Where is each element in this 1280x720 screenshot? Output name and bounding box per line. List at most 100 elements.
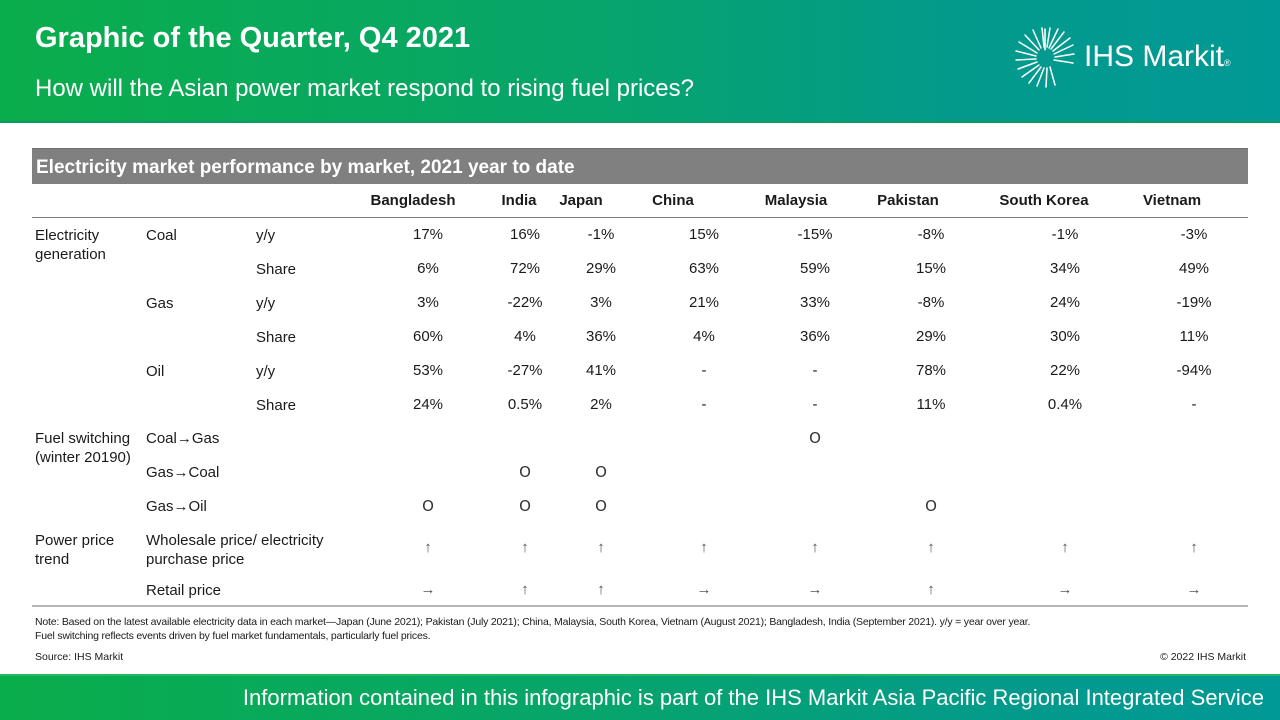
table-title: Electricity market performance by market… [32, 148, 1248, 184]
footnote-line: Note: Based on the latest available elec… [35, 616, 1031, 628]
switch-label-gas-coal: Gas→Coal [146, 464, 220, 481]
coal-share-cell: 49% [1178, 260, 1210, 277]
footnote: Note: Based on the latest available elec… [35, 615, 1030, 643]
header-band: Graphic of the Quarter, Q4 2021 How will… [0, 0, 1280, 123]
coal-yy-cell: -8% [917, 226, 945, 243]
oil-share-cell: - [1191, 396, 1197, 413]
section-label-line: trend [35, 551, 70, 568]
column-header-vietnam: Vietnam [1142, 192, 1202, 209]
gas-yy-cell: -19% [1176, 294, 1212, 311]
section-label-fuel-switching: Fuel switching (winter 20190) [35, 429, 131, 467]
wholesale-trend-cell: ↑ [700, 539, 708, 556]
switch-gas-oil-cell: O [595, 497, 607, 515]
switch-coal-gas-cell: O [809, 429, 821, 447]
oil-share-cell: - [812, 396, 818, 413]
wholesale-trend-cell: ↑ [1061, 539, 1069, 556]
coal-yy-cell: -3% [1180, 226, 1208, 243]
gas-yy-cell: 3% [417, 294, 439, 311]
coal-yy-cell: 15% [688, 226, 720, 243]
fuel-label-coal: Coal [146, 227, 177, 244]
gas-yy-cell: 3% [590, 294, 612, 311]
metric-label-share: Share [256, 397, 297, 414]
metric-label-yy: y/y [256, 295, 276, 312]
coal-share-cell: 15% [915, 260, 947, 277]
section-label-line: Fuel switching [35, 430, 131, 447]
wholesale-trend-cell: ↑ [811, 539, 819, 556]
coal-yy-cell: 17% [412, 226, 444, 243]
oil-yy-cell: -27% [507, 362, 543, 379]
wholesale-trend-cell: ↑ [1190, 539, 1198, 556]
switch-gas-oil-cell: O [519, 497, 531, 515]
gas-share-cell: 29% [915, 328, 947, 345]
retail-trend-cell: → [807, 581, 823, 598]
footnote-line: Fuel switching reflects events driven by… [35, 630, 431, 642]
price-label-retail: Retail price [146, 582, 222, 599]
wholesale-trend-cell: ↑ [424, 539, 432, 556]
footer-banner-text: Information contained in this infographi… [242, 685, 1264, 710]
section-label-generation: Electricity generation [35, 226, 106, 264]
section-label-line: generation [35, 246, 106, 263]
oil-share-cell: 2% [590, 396, 612, 413]
oil-share-cell: 11% [916, 396, 946, 413]
section-label-line: Power price [35, 532, 115, 549]
switch-label-gas-oil: Gas→Oil [146, 498, 207, 515]
column-header-china: China [652, 192, 694, 209]
column-header-japan: Japan [559, 192, 603, 209]
wholesale-trend-cell: ↑ [597, 539, 605, 556]
gas-share-cell: 30% [1049, 328, 1081, 345]
price-label-line: Wholesale price/ electricity [146, 532, 324, 549]
coal-share-cell: 34% [1049, 260, 1081, 277]
coal-share-cell: 63% [688, 260, 720, 277]
metric-label-yy: y/y [256, 227, 276, 244]
gas-yy-cell: -8% [917, 294, 945, 311]
coal-share-cell: 59% [799, 260, 831, 277]
column-header-south-korea: South Korea [999, 192, 1089, 209]
section-label-price-trend: Power price trend [35, 531, 114, 569]
oil-yy-cell: 41% [585, 362, 617, 379]
source-text: Source: IHS Markit [35, 651, 124, 663]
switch-label-coal-gas: Coal→Gas [146, 430, 220, 447]
coal-yy-cell: 16% [509, 226, 541, 243]
page-title: Graphic of the Quarter, Q4 2021 [35, 22, 471, 54]
gas-yy-cell: 33% [799, 294, 831, 311]
price-label-line: purchase price [146, 551, 245, 568]
oil-share-cell: 0.4% [1047, 396, 1083, 413]
switch-gas-oil-cell: O [422, 497, 434, 515]
coal-share-cell: 72% [509, 260, 541, 277]
column-header-pakistan: Pakistan [877, 192, 939, 209]
wholesale-trend-cell: ↑ [927, 539, 935, 556]
oil-share-cell: 24% [412, 396, 444, 413]
gas-yy-cell: 21% [688, 294, 720, 311]
oil-yy-cell: -94% [1176, 362, 1212, 379]
oil-yy-cell: 78% [915, 362, 947, 379]
oil-yy-cell: - [812, 362, 818, 379]
switch-gas-coal-cell: O [519, 463, 531, 481]
gas-share-cell: 36% [799, 328, 831, 345]
gas-share-cell: 4% [514, 328, 536, 345]
gas-share-cell: 60% [412, 328, 444, 345]
gas-yy-cell: -22% [507, 294, 543, 311]
section-label-line: Electricity [35, 227, 100, 244]
retail-trend-cell: → [1186, 581, 1202, 598]
oil-yy-cell: 53% [412, 362, 444, 379]
oil-yy-cell: 22% [1049, 362, 1081, 379]
coal-share-cell: 6% [417, 260, 439, 277]
switch-gas-coal-cell: O [595, 463, 607, 481]
coal-yy-cell: -1% [1051, 226, 1079, 243]
metric-label-share: Share [256, 261, 297, 278]
oil-yy-cell: - [701, 362, 707, 379]
column-header-india: India [501, 192, 537, 209]
oil-share-cell: - [701, 396, 707, 413]
copyright-text: © 2022 IHS Markit [1160, 651, 1246, 663]
column-header-malaysia: Malaysia [764, 192, 828, 209]
logo-text: IHS Markit [1084, 40, 1225, 73]
retail-trend-cell: → [1057, 581, 1073, 598]
footer-band: Information contained in this infographi… [0, 674, 1280, 720]
metric-label-share: Share [256, 329, 297, 346]
starburst-logo-icon [1015, 27, 1075, 88]
header-divider [32, 217, 1248, 218]
retail-trend-cell: → [420, 581, 436, 598]
retail-trend-cell: ↑ [521, 581, 529, 598]
gas-share-cell: 36% [585, 328, 617, 345]
gas-yy-cell: 24% [1049, 294, 1081, 311]
